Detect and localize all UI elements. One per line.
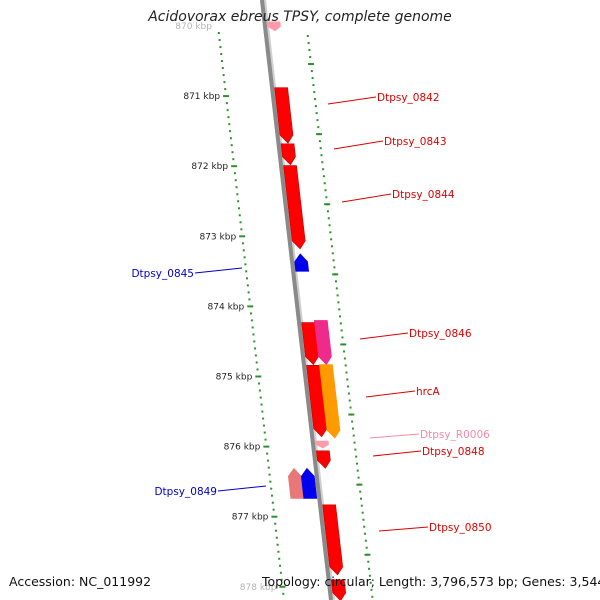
ruler-label: 873 kbp: [199, 232, 236, 242]
gene-arrow[interactable]: [266, 21, 281, 32]
genome-summary-text: Topology: circular; Length: 3,796,573 bp…: [262, 574, 600, 589]
ruler-label: 875 kbp: [216, 373, 253, 383]
gene-arrow[interactable]: [314, 440, 329, 449]
gene-labels: Dtpsy_0842 Dtpsy_0843 Dtpsy_0844 Dtpsy_0845…: [131, 92, 491, 534]
label-leader-line: [372, 450, 422, 457]
gene-arrow[interactable]: [294, 253, 310, 272]
ruler-label: 877 kbp: [232, 513, 269, 523]
gene-arrow[interactable]: [280, 143, 296, 166]
backbone-line: [260, 0, 333, 600]
map-title: Acidovorax ebreus TPSY, complete genome: [148, 9, 452, 25]
gene-arrow[interactable]: [306, 364, 328, 438]
gene-arrow[interactable]: [301, 322, 319, 366]
accession-text: Accession: NC_011992: [9, 574, 152, 589]
gene-label[interactable]: Dtpsy_0844: [392, 189, 455, 201]
gene-label[interactable]: Dtpsy_0849: [154, 486, 217, 498]
gene-arrow[interactable]: [319, 364, 341, 439]
gene-arrow[interactable]: [315, 450, 331, 469]
ruler-label: 871 kbp: [183, 92, 220, 102]
ruler-label: 876 kbp: [224, 443, 261, 453]
ruler-ticks: [217, 32, 374, 598]
label-leader-line: [341, 193, 392, 203]
gene-label[interactable]: Dtpsy_R0006: [420, 429, 490, 441]
label-leader-line: [365, 390, 416, 398]
gene-arrow[interactable]: [322, 504, 344, 576]
gene-arrow[interactable]: [313, 320, 332, 366]
label-leader-line: [194, 267, 243, 274]
label-leader-line: [378, 526, 429, 532]
gene-label[interactable]: Dtpsy_0850: [429, 522, 492, 534]
label-leader-line: [327, 96, 377, 105]
gene-label[interactable]: Dtpsy_0842: [377, 92, 440, 104]
gene-label[interactable]: Dtpsy_0848: [422, 446, 485, 458]
gene-label[interactable]: Dtpsy_0843: [384, 136, 447, 148]
gene-arrow[interactable]: [283, 165, 306, 250]
label-leader-line: [217, 485, 267, 492]
ruler-labels: 870 kbp 871 kbp 872 kbp 873 kbp 874 kbp 875 k…: [175, 22, 276, 593]
ruler-label: 878 kbp: [240, 583, 277, 593]
ruler-label: 870 kbp: [175, 22, 212, 32]
gene-label[interactable]: hrcA: [416, 386, 441, 398]
label-leader-line: [359, 332, 409, 340]
label-leader-line: [369, 433, 420, 439]
gene-label[interactable]: Dtpsy_0845: [131, 268, 194, 280]
gene-label[interactable]: Dtpsy_0846: [409, 328, 472, 340]
label-leader-line: [333, 140, 384, 150]
gene-arrow[interactable]: [274, 87, 294, 144]
gene-arrow[interactable]: [330, 579, 347, 600]
ruler-label: 874 kbp: [208, 302, 245, 312]
gene-features: [266, 21, 347, 600]
genome-backbone: [260, 0, 335, 600]
gene-arrow[interactable]: [300, 467, 318, 499]
ruler-label: 872 kbp: [191, 162, 228, 172]
gene-arrow[interactable]: [287, 467, 305, 499]
